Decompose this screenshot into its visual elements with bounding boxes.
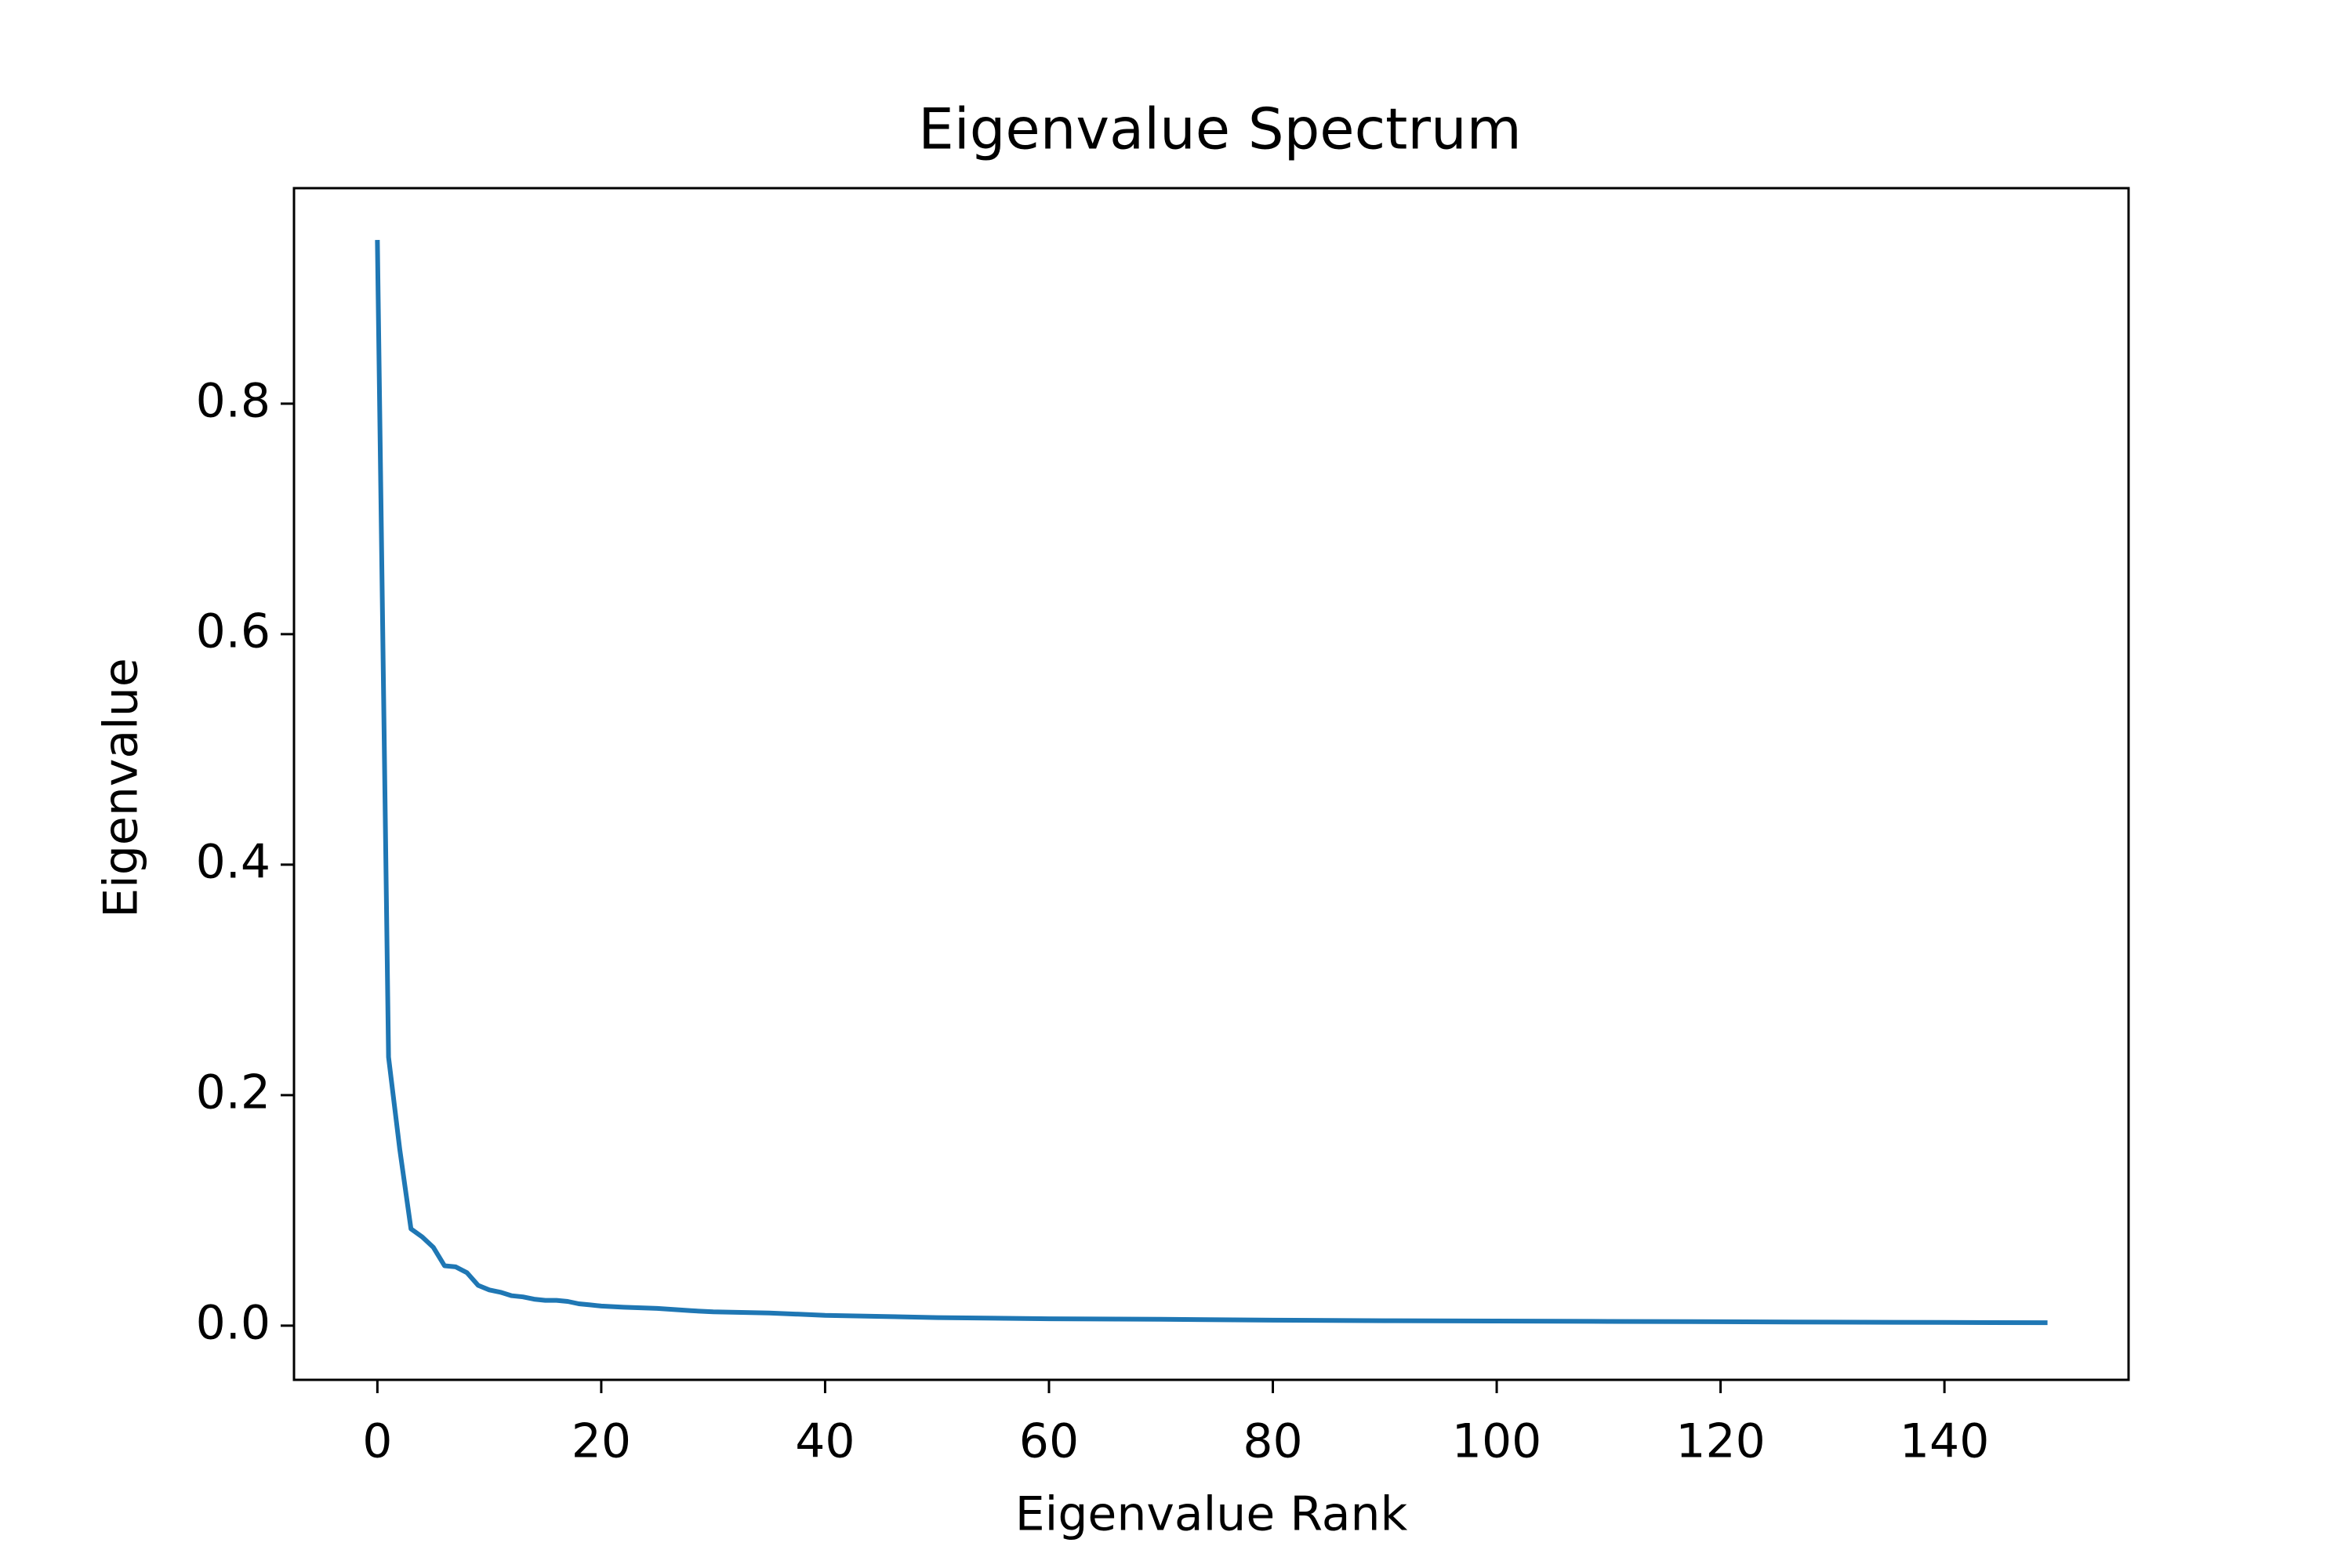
y-tick-label: 0.0 <box>196 1296 270 1351</box>
x-tick-label: 100 <box>1452 1414 1542 1469</box>
x-tick-label: 20 <box>572 1414 631 1469</box>
x-tick-label: 40 <box>795 1414 855 1469</box>
x-axis: 0 20 40 60 80 100 120 140 <box>362 1380 1989 1469</box>
x-tick-label: 140 <box>1900 1414 1990 1469</box>
y-tick-label: 0.2 <box>196 1065 270 1120</box>
y-tick-label: 0.8 <box>196 373 270 428</box>
chart-title: Eigenvalue Spectrum <box>918 96 1522 162</box>
y-axis: 0.0 0.2 0.4 0.6 0.8 <box>196 373 294 1351</box>
plot-frame <box>292 187 2130 1381</box>
plot-area <box>292 187 2130 1381</box>
x-tick-label: 0 <box>362 1414 392 1469</box>
x-tick-label: 120 <box>1675 1414 1766 1469</box>
y-tick-label: 0.6 <box>196 604 270 659</box>
y-tick-label: 0.4 <box>196 834 270 889</box>
x-axis-label: Eigenvalue Rank <box>1015 1487 1408 1542</box>
plot-area-background <box>294 188 2129 1380</box>
eigenvalue-series-line <box>375 240 2048 1326</box>
x-tick-label: 60 <box>1019 1414 1079 1469</box>
y-axis-label: Eigenvalue <box>94 658 149 918</box>
x-tick-label: 80 <box>1243 1414 1302 1469</box>
